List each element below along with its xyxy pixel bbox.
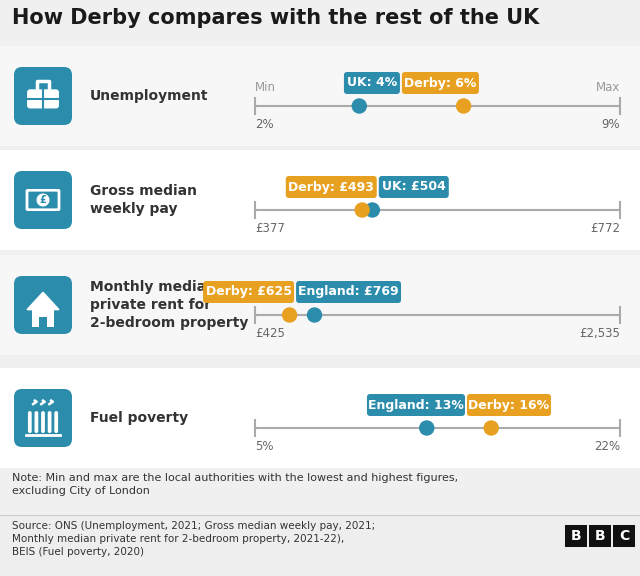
FancyBboxPatch shape (26, 189, 60, 211)
FancyBboxPatch shape (344, 72, 400, 94)
Bar (39, 317, 47, 327)
FancyBboxPatch shape (54, 411, 58, 433)
FancyBboxPatch shape (467, 394, 551, 416)
Text: Derby: 6%: Derby: 6% (404, 77, 477, 89)
Bar (0, 150, 640, 250)
Circle shape (484, 421, 498, 435)
FancyBboxPatch shape (28, 411, 32, 433)
FancyBboxPatch shape (203, 281, 294, 303)
Text: England: 13%: England: 13% (368, 399, 464, 411)
Circle shape (420, 421, 434, 435)
Polygon shape (27, 292, 59, 310)
FancyBboxPatch shape (14, 67, 72, 125)
Text: B: B (571, 529, 581, 543)
Circle shape (37, 194, 49, 206)
Bar (589, 525, 611, 547)
Text: £425: £425 (255, 327, 285, 340)
Text: Fuel poverty: Fuel poverty (90, 411, 188, 425)
FancyBboxPatch shape (35, 411, 38, 433)
Text: Unemployment: Unemployment (90, 89, 209, 103)
Text: 9%: 9% (602, 118, 620, 131)
Text: Gross median
weekly pay: Gross median weekly pay (90, 184, 197, 216)
Text: 22%: 22% (594, 440, 620, 453)
Bar (0, 515, 640, 576)
Text: £772: £772 (590, 222, 620, 235)
FancyBboxPatch shape (27, 89, 59, 108)
Text: Min: Min (255, 81, 276, 94)
Bar (0, 255, 640, 355)
FancyBboxPatch shape (14, 276, 72, 334)
Text: Max: Max (596, 81, 620, 94)
Text: UK: £504: UK: £504 (382, 180, 445, 194)
Text: England: £769: England: £769 (298, 286, 399, 298)
Bar (613, 525, 635, 547)
FancyBboxPatch shape (379, 176, 449, 198)
Text: Note: Min and max are the local authorities with the lowest and highest figures,: Note: Min and max are the local authorit… (12, 473, 458, 496)
FancyBboxPatch shape (402, 72, 479, 94)
Text: £2,535: £2,535 (579, 327, 620, 340)
FancyBboxPatch shape (14, 171, 72, 229)
Text: B: B (595, 529, 605, 543)
Text: C: C (619, 529, 629, 543)
Circle shape (352, 99, 366, 113)
Circle shape (307, 308, 321, 322)
Circle shape (456, 99, 470, 113)
FancyBboxPatch shape (296, 281, 401, 303)
Circle shape (283, 308, 296, 322)
Circle shape (365, 203, 380, 217)
FancyBboxPatch shape (28, 192, 58, 209)
Text: Derby: 16%: Derby: 16% (468, 399, 550, 411)
Bar (32, 310, 54, 327)
Bar (0, 46, 640, 146)
FancyBboxPatch shape (286, 176, 377, 198)
Text: £: £ (40, 195, 46, 205)
Text: 2%: 2% (255, 118, 274, 131)
Bar (565, 525, 587, 547)
FancyBboxPatch shape (14, 389, 72, 447)
Text: Derby: £493: Derby: £493 (289, 180, 374, 194)
Text: 5%: 5% (255, 440, 273, 453)
Text: How Derby compares with the rest of the UK: How Derby compares with the rest of the … (12, 8, 540, 28)
Text: £377: £377 (255, 222, 285, 235)
Text: UK: 4%: UK: 4% (347, 77, 397, 89)
Bar (0, 368, 640, 468)
FancyBboxPatch shape (367, 394, 465, 416)
Text: Derby: £625: Derby: £625 (205, 286, 292, 298)
Text: Monthly median
private rent for
2-bedroom property: Monthly median private rent for 2-bedroo… (90, 279, 248, 331)
FancyBboxPatch shape (41, 411, 45, 433)
Circle shape (355, 203, 369, 217)
FancyBboxPatch shape (48, 411, 51, 433)
Text: Source: ONS (Unemployment, 2021; Gross median weekly pay, 2021;
Monthly median p: Source: ONS (Unemployment, 2021; Gross m… (12, 521, 375, 558)
